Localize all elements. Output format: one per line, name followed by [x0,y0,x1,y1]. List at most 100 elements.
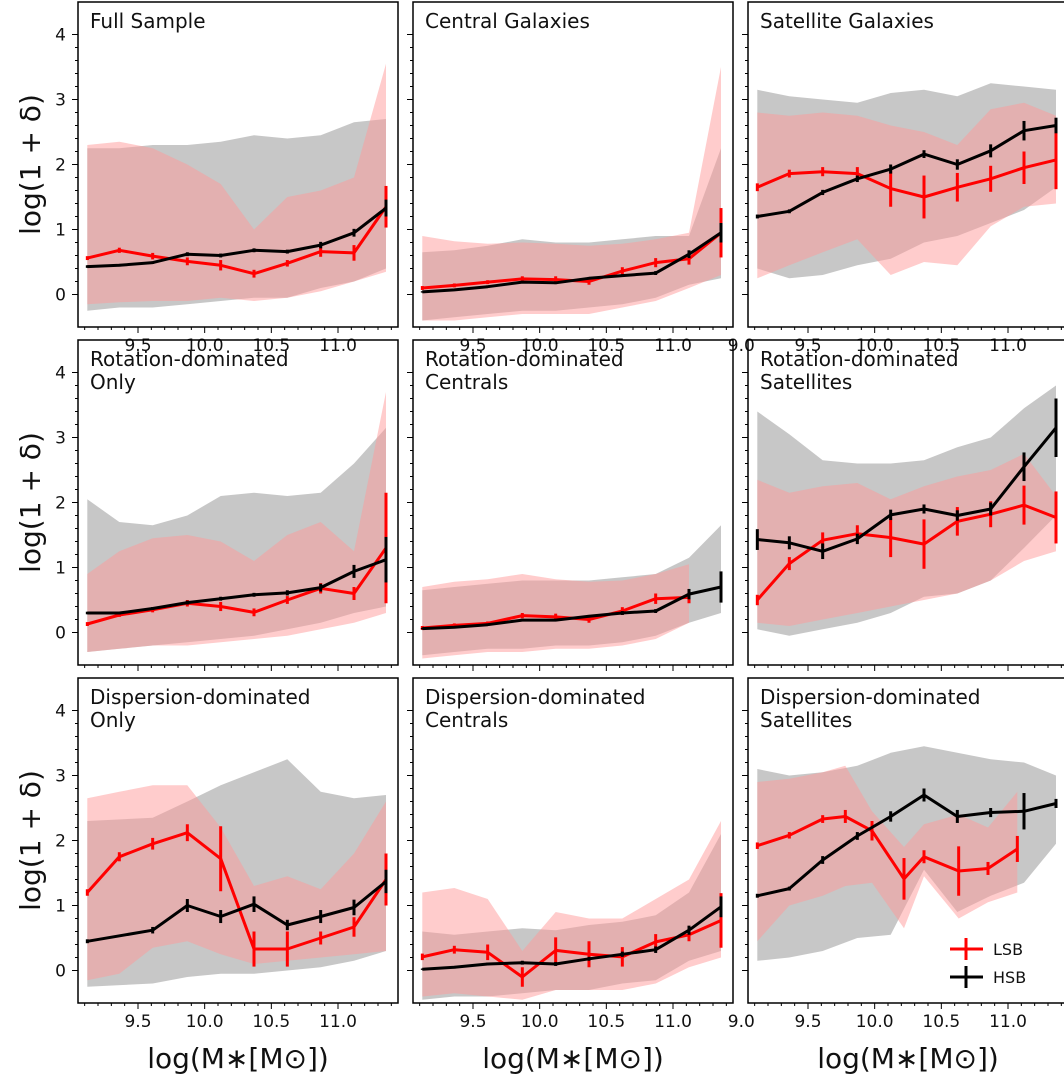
lsb-series-line [86,831,388,951]
panel-title: Central Galaxies [425,9,590,33]
x-tick-label: 10.5 [922,336,960,356]
x-tick-label: 10.5 [922,1012,960,1032]
y-tick-label: 1 [55,559,66,579]
x-tick-label: 11.0 [989,1012,1027,1032]
legend-hsb-label: HSB [993,968,1026,987]
panel-title: Centrals [425,370,508,394]
x-axis-label: log(M∗[M⊙]) [817,1042,999,1075]
panel-title: Satellite Galaxies [760,9,934,33]
hsb-series-line [756,793,1057,898]
lsb-scatter-band [422,564,689,659]
panel-title: Dispersion-dominated [425,685,645,709]
x-tick-label: 9.5 [459,336,486,356]
x-tick-label: 9.5 [124,336,151,356]
panel-6: 0 1 2 3 4 9.5 10.0 10.5 11.0 Dispersion-dominated… [55,677,399,1032]
hsb-series-line [757,124,1057,218]
panel-title: Dispersion-dominated [90,685,310,709]
y-tick-label: 4 [55,364,66,384]
plot-area [85,392,388,652]
hsb-series-line [422,585,722,631]
lsb-series-line [86,547,388,626]
x-tick-label: 10.0 [856,336,894,356]
y-tick-label: 4 [55,26,66,46]
panel-8: 9.0 9.5 10.0 10.5 11.0 Dispersion-dominatedSa… [728,677,1064,1032]
y-tick-label: 1 [55,221,66,241]
plot-area [85,759,388,987]
panel-title: Dispersion-dominated [760,685,980,709]
x-tick-label: 11.0 [989,336,1027,356]
lsb-series-line [756,815,1019,881]
x-tick-label: 9.5 [459,1012,486,1032]
y-axis-label: log(1 + δ) [14,770,47,911]
x-tick-label: 11.0 [319,1012,357,1032]
lsb-scatter-band [422,67,721,321]
plot-area [755,385,1058,636]
panel-title: Only [90,708,136,732]
panel-1: 9.5 10.0 10.5 11.0 Central Galaxies [407,1,734,356]
plot-area [420,525,723,659]
panel-title: Full Sample [90,9,206,33]
y-tick-label: 0 [55,286,66,306]
lsb-scatter-band [87,785,387,981]
plot-area [755,746,1058,961]
y-tick-label: 3 [55,767,66,787]
lsb-series-line [756,158,1057,199]
x-tick-label: 11.0 [654,336,692,356]
panel-title: Rotation-dominated [90,347,289,371]
x-axis-label: log(M∗[M⊙]) [147,1042,329,1075]
x-tick-label: 10.0 [186,1012,224,1032]
y-tick-label: 4 [55,702,66,722]
hsb-series-line [87,206,387,269]
x-tick-label: 10.5 [587,1012,625,1032]
x-tick-label: 10.0 [521,336,559,356]
x-tick-label: 10.0 [186,336,224,356]
y-tick-label: 0 [55,624,66,644]
x-tick-label: 11.0 [319,336,357,356]
panel-title: Rotation-dominated [425,347,624,371]
plot-area [420,67,723,321]
panel-title: Satellites [760,708,852,732]
x-tick-label: 9.5 [794,1012,821,1032]
lsb-scatter-band [422,821,721,1000]
x-tick-label: 10.0 [856,1012,894,1032]
panel-0: 0 1 2 3 4 9.5 10.0 10.5 11.0 Full Sample [55,1,399,356]
plot-area [755,83,1058,279]
legend-lsb-label: LSB [993,940,1023,959]
x-axis-label: log(M∗[M⊙]) [482,1042,664,1075]
y-axis-label: log(1 + δ) [14,432,47,573]
x-tick-label: 10.5 [252,336,290,356]
y-tick-label: 1 [55,897,66,917]
y-tick-label: 3 [55,429,66,449]
y-axis-label: log(1 + δ) [14,94,47,235]
panel-title: Centrals [425,708,508,732]
plot-area [420,821,723,1000]
panel-title: Rotation-dominated [760,347,959,371]
x-tick-label: 9.5 [124,1012,151,1032]
panel-2: 9.0 9.5 10.0 10.5 11.0 Satellite Galaxies [728,1,1064,356]
panel-title: Only [90,370,136,394]
x-tick-label: 9.0 [728,336,755,356]
plot-area [85,63,388,311]
panel-title: Satellites [760,370,852,394]
x-tick-label: 10.0 [521,1012,559,1032]
lsb-scatter-band [87,392,387,652]
x-tick-label: 10.5 [252,1012,290,1032]
y-tick-label: 3 [55,91,66,111]
legend: LSB HSB [935,938,1060,1002]
panel-7: 9.5 10.0 10.5 11.0 Dispersion-dominatedCentr… [407,677,734,1032]
x-tick-label: 11.0 [654,1012,692,1032]
hsb-series-line [87,558,387,615]
x-tick-label: 10.5 [587,336,625,356]
lsb-scatter-band [757,102,1056,279]
hsb-series-line [422,905,722,971]
lsb-series-line [756,503,1057,601]
x-tick-label: 9.0 [728,1012,755,1032]
y-tick-label: 2 [55,156,66,176]
y-tick-label: 0 [55,962,66,982]
y-tick-label: 2 [55,832,66,852]
